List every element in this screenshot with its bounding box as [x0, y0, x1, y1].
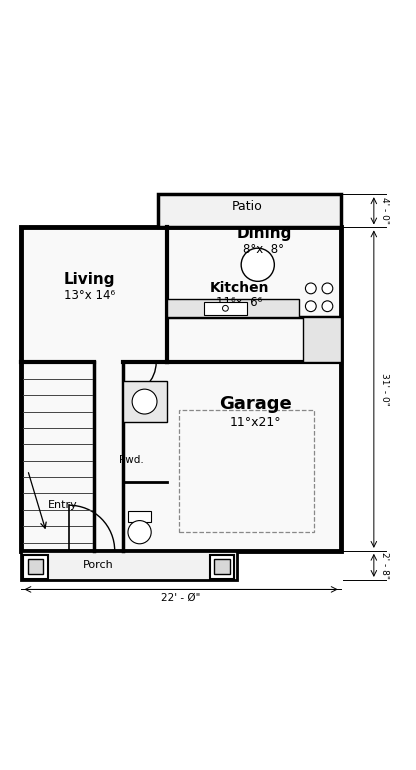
Bar [166, 300, 299, 316]
Text: 8°x  8°: 8°x 8° [243, 243, 285, 256]
Text: 22' - Ø": 22' - Ø" [161, 592, 201, 602]
Circle shape [305, 301, 316, 312]
Text: Porch: Porch [83, 561, 114, 571]
Bar [128, 511, 151, 522]
Bar [123, 381, 166, 422]
Bar [158, 194, 341, 227]
Bar [204, 302, 248, 314]
Text: 31' - 0": 31' - 0" [380, 373, 389, 406]
Circle shape [322, 301, 333, 312]
Text: Kitchen: Kitchen [209, 280, 269, 295]
Text: 11⁶x  6⁶: 11⁶x 6⁶ [216, 296, 262, 309]
Circle shape [132, 389, 157, 414]
Bar [214, 559, 230, 574]
Circle shape [305, 283, 316, 294]
Text: Living: Living [64, 272, 116, 286]
Bar [210, 554, 234, 578]
Text: 11°x21°: 11°x21° [230, 416, 282, 429]
Text: 13°x 14⁶: 13°x 14⁶ [64, 290, 115, 303]
Circle shape [322, 283, 333, 294]
Text: 2' - 8": 2' - 8" [380, 552, 389, 579]
Bar [22, 551, 237, 580]
Text: Garage: Garage [219, 395, 292, 413]
Circle shape [223, 306, 228, 311]
Text: Patio: Patio [232, 200, 263, 213]
Bar [27, 559, 43, 574]
Bar [22, 227, 341, 551]
Text: Pwd.: Pwd. [119, 456, 144, 465]
Circle shape [128, 521, 151, 544]
Bar [303, 316, 341, 362]
Circle shape [241, 248, 274, 281]
Text: Entry: Entry [48, 500, 78, 511]
Text: 4' - 0": 4' - 0" [380, 197, 389, 224]
Bar [23, 554, 47, 578]
Bar [179, 410, 314, 532]
Text: Dining: Dining [236, 226, 292, 241]
